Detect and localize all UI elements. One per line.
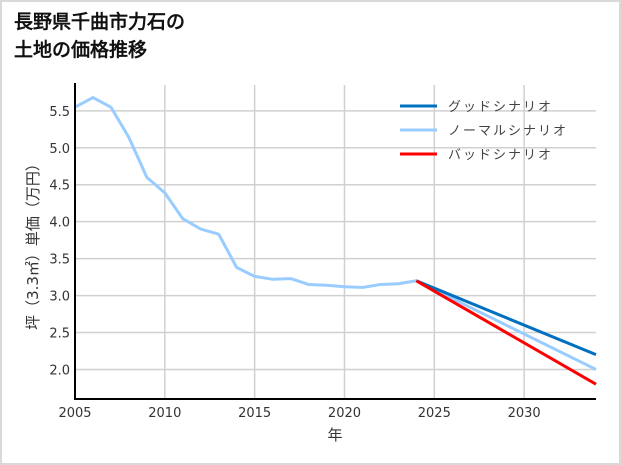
- y-tick-label: 2.0: [49, 363, 70, 378]
- x-tick-label: 2010: [148, 406, 181, 421]
- y-tick-label: 3.5: [49, 253, 70, 268]
- y-tick-label: 4.0: [49, 216, 70, 231]
- legend-label: バッドシナリオ: [448, 148, 553, 163]
- grid-lines: [75, 85, 596, 399]
- x-axis-label: 年: [327, 426, 342, 444]
- legend-label: ノーマルシナリオ: [448, 124, 568, 139]
- x-tick-label: 2005: [58, 406, 91, 421]
- x-tick-label: 2025: [418, 406, 451, 421]
- y-tick-label: 4.5: [49, 179, 70, 194]
- x-tick-label: 2030: [508, 406, 541, 421]
- y-tick-label: 5.0: [49, 142, 70, 157]
- legend-label: グッドシナリオ: [448, 100, 553, 115]
- y-tick-label: 3.0: [49, 290, 70, 305]
- series-line: [415, 279, 597, 357]
- y-tick-label: 5.5: [49, 105, 70, 120]
- tick-labels: 2005 2010 2015 2020 2025 2030 2.0 2.5 3.0 3.5 4.0 4…: [49, 105, 540, 421]
- y-axis-label: 坪（3.3㎡）単価（万円）: [24, 156, 42, 330]
- series-lines: [74, 96, 597, 386]
- axes: [74, 83, 596, 400]
- x-tick-label: 2020: [328, 406, 361, 421]
- x-tick-label: 2015: [238, 406, 271, 421]
- y-tick-label: 2.5: [49, 327, 70, 342]
- series-line: [415, 279, 597, 386]
- series-line: [74, 96, 597, 371]
- chart-title: 長野県千曲市力石の 土地の価格推移: [14, 11, 186, 61]
